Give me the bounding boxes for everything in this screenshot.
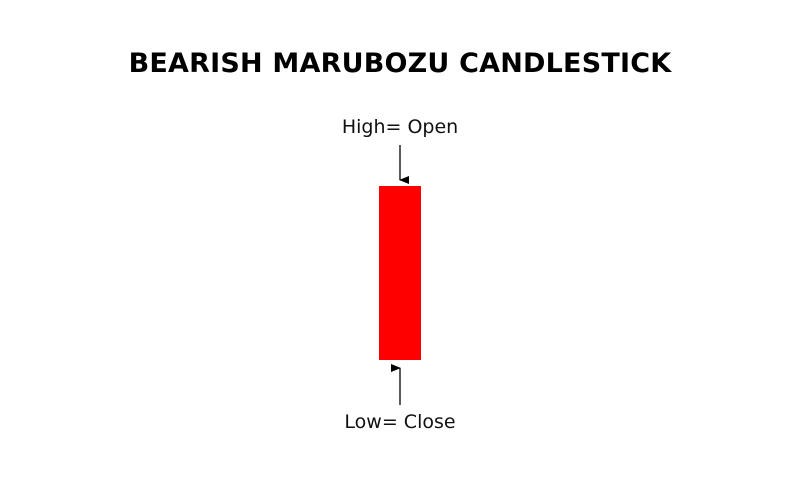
bearish-candle-body: [379, 186, 421, 360]
high-open-label: High= Open: [341, 116, 459, 138]
low-close-label: Low= Close: [344, 411, 456, 433]
diagram-title: BEARISH MARUBOZU CANDLESTICK: [128, 48, 672, 79]
